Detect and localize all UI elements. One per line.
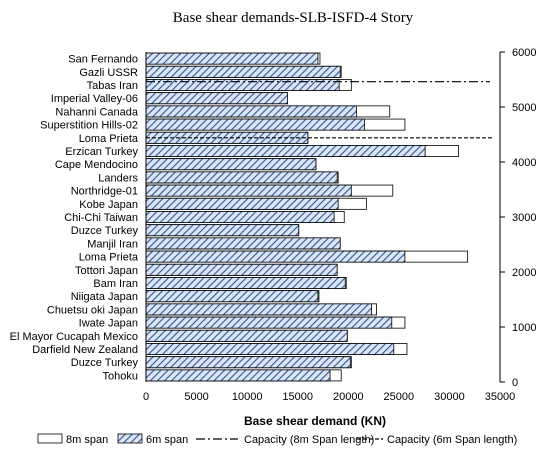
- bar-6m-span: [145, 65, 341, 78]
- category-label: Tabas Iran: [87, 80, 138, 92]
- category-label: Erzican Turkey: [65, 146, 138, 158]
- legend-swatch-8m: [37, 433, 63, 444]
- bar-6m-span: [145, 303, 372, 316]
- secondary-y-tick-label: 2000: [512, 267, 536, 279]
- x-tick-label: 0: [143, 391, 149, 403]
- category-label: Tottori Japan: [75, 265, 138, 277]
- category-label: Bam Iran: [93, 278, 138, 290]
- category-label: San Fernando: [68, 54, 138, 66]
- category-label: Cape Mendocino: [55, 159, 138, 171]
- category-label: Landers: [98, 172, 138, 184]
- bar-6m-span: [145, 356, 351, 369]
- category-label: Iwate Japan: [79, 318, 138, 330]
- chart-title: Base shear demands-SLB-ISFD-4 Story: [173, 10, 414, 26]
- legend-swatch-6m: [117, 433, 143, 444]
- legend-label-6m: 6m span: [146, 434, 188, 446]
- x-tick-label: 25000: [384, 391, 415, 403]
- category-label: Kobe Japan: [79, 199, 138, 211]
- bar-6m-span: [145, 329, 348, 342]
- category-label: Imperial Valley-06: [51, 93, 138, 105]
- category-label: Niigata Japan: [71, 291, 138, 303]
- category-label: Tohoku: [103, 370, 138, 382]
- category-label: Gazli USSR: [79, 67, 138, 79]
- bar-6m-span: [145, 343, 395, 355]
- x-tick-label: 5000: [184, 391, 208, 403]
- category-label: Nahanni Canada: [55, 106, 138, 118]
- bar-6m-span: [145, 158, 317, 171]
- category-label: Northridge-01: [71, 186, 138, 198]
- bar-6m-span: [145, 197, 339, 210]
- secondary-y-tick-label: 4000: [512, 157, 536, 169]
- bar-6m-span: [145, 92, 289, 105]
- x-tick-label: 15000: [282, 391, 313, 403]
- bar-6m-span: [145, 316, 393, 329]
- bar-6m-span: [145, 277, 346, 289]
- x-tick-label: 20000: [333, 391, 364, 403]
- secondary-y-tick-label: 0: [512, 377, 518, 389]
- bar-6m-span: [145, 250, 406, 263]
- legend-label-capacity-8m: Capacity (8m Span length): [244, 434, 374, 446]
- category-label: El Mayor Cucapah Mexico: [10, 331, 138, 343]
- bar-6m-span: [145, 171, 338, 184]
- bar-6m-span: [145, 52, 319, 65]
- bar-6m-span: [145, 237, 341, 250]
- category-label: Loma Prieta: [79, 133, 139, 145]
- x-tick-label: 35000: [485, 391, 516, 403]
- legend-label-capacity-6m: Capacity (6m Span length): [387, 434, 517, 446]
- category-label: Chuetsu oki Japan: [47, 304, 138, 316]
- bar-6m-span: [145, 105, 357, 118]
- secondary-y-tick-label: 3000: [512, 212, 536, 224]
- bar-6m-span: [145, 211, 335, 223]
- bar-6m-span: [145, 290, 319, 303]
- bar-6m-span: [145, 118, 365, 131]
- bar-6m-span: [145, 263, 338, 276]
- category-label: Duzce Turkey: [71, 225, 139, 237]
- secondary-y-tick-label: 5000: [512, 102, 536, 114]
- bar-6m-span: [145, 369, 331, 382]
- x-tick-label: 10000: [232, 391, 263, 403]
- category-label: Superstition Hills-02: [40, 120, 138, 132]
- x-axis-title: Base shear demand (KN): [244, 414, 386, 428]
- x-tick-label: 30000: [434, 391, 465, 403]
- category-label: Loma Prieta: [79, 252, 139, 264]
- secondary-y-tick-label: 1000: [512, 322, 536, 334]
- bar-6m-span: [145, 79, 340, 91]
- category-label: Darfield New Zealand: [32, 344, 138, 356]
- bar-6m-span: [145, 184, 352, 197]
- category-label: Manjil Iran: [87, 238, 138, 250]
- category-label: Chi-Chi Taiwan: [64, 212, 138, 224]
- secondary-y-tick-label: 6000: [512, 47, 536, 59]
- bar-6m-span: [145, 145, 426, 157]
- legend-label-8m: 8m span: [66, 434, 108, 446]
- category-label: Duzce Turkey: [71, 357, 139, 369]
- bar-6m-span: [145, 224, 300, 237]
- legend: 8m span 6m span Capacity (8m Span length) C…: [37, 433, 517, 446]
